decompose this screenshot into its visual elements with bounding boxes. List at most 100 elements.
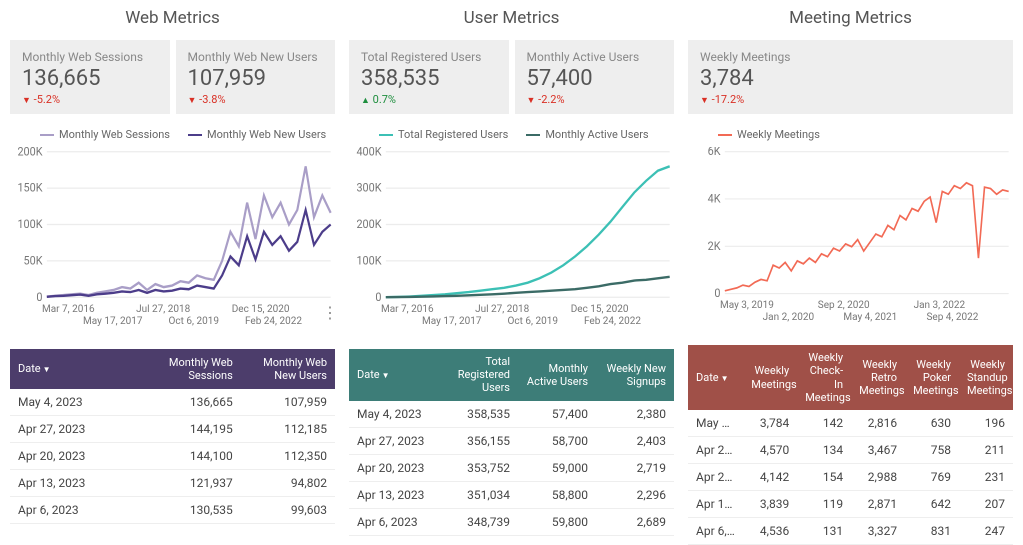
table-header[interactable]: Date▼	[349, 349, 440, 401]
table-cell: 3,327	[851, 518, 905, 545]
sort-desc-icon: ▼	[721, 374, 729, 383]
svg-text:0: 0	[714, 287, 720, 299]
table-cell: 99,603	[241, 497, 335, 524]
table-cell: 2,296	[596, 481, 674, 508]
table-cell: 3,467	[851, 437, 905, 464]
table-cell: Apr 20, 2023	[10, 443, 147, 470]
table-row[interactable]: Apr 27, 2023144,195112,185	[10, 416, 335, 443]
table-cell: 131	[797, 518, 851, 545]
card-delta: ▼ -2.2%	[527, 93, 663, 106]
dashboard: Web MetricsMonthly Web Sessions136,665▼ …	[0, 0, 1023, 545]
table-cell: 4,570	[743, 437, 797, 464]
legend-item: Monthly Web New Users	[188, 128, 326, 141]
table-cell: 348,739	[440, 508, 518, 535]
card-value: 107,959	[188, 66, 324, 91]
card-value: 358,535	[361, 66, 497, 91]
table-row[interactable]: Apr 6, 2…4,5361313,327831247	[688, 518, 1013, 545]
table-cell: 630	[905, 410, 959, 437]
card-value: 57,400	[527, 66, 663, 91]
table-header[interactable]: Weekly Meetings	[743, 345, 797, 410]
table-row[interactable]: Apr 20, 2023353,75259,0002,719	[349, 454, 674, 481]
table-row[interactable]: Apr 13, 2023351,03458,8002,296	[349, 481, 674, 508]
table-row[interactable]: May 4, 2023136,665107,959	[10, 389, 335, 416]
table-cell: Apr 13, 2023	[10, 470, 147, 497]
table-cell: Apr 20, …	[688, 464, 743, 491]
table-header[interactable]: Total Registered Users	[440, 349, 518, 401]
table-cell: 2,816	[851, 410, 905, 437]
x-axis-top: May 3, 2019Sep 2, 2020Jan 3, 2022	[688, 300, 1013, 311]
table-cell: 758	[905, 437, 959, 464]
delta-arrow-icon: ▼	[188, 96, 197, 106]
x-axis-bottom: May 17, 2017Oct 6, 2019Feb 24, 2022	[349, 316, 674, 327]
table-cell: 107,959	[241, 389, 335, 416]
user-legend: Total Registered UsersMonthly Active Use…	[349, 128, 674, 141]
legend-label: Monthly Web New Users	[207, 128, 326, 141]
web-card-0[interactable]: Monthly Web Sessions136,665▼ -5.2%	[10, 40, 170, 114]
table-row[interactable]: Apr 13, 2023121,93794,802	[10, 470, 335, 497]
table-header[interactable]: Date▼	[688, 345, 743, 410]
table-row[interactable]: Apr 6, 2023130,53599,603	[10, 497, 335, 524]
meet-table: Date▼Weekly MeetingsWeekly Check-In Meet…	[688, 345, 1013, 545]
card-label: Weekly Meetings	[700, 50, 1001, 64]
table-cell: 3,784	[743, 410, 797, 437]
table-cell: 2,719	[596, 454, 674, 481]
table-cell: 112,350	[241, 443, 335, 470]
meet-card-0[interactable]: Weekly Meetings3,784▼ -17.2%	[688, 40, 1013, 114]
table-cell: 59,800	[518, 508, 596, 535]
legend-label: Total Registered Users	[398, 128, 508, 141]
svg-text:2K: 2K	[708, 239, 722, 252]
sort-desc-icon: ▼	[43, 365, 51, 374]
meet-chart[interactable]: 02K4K6K	[688, 147, 1013, 298]
legend-swatch-icon	[718, 134, 732, 136]
legend-swatch-icon	[40, 134, 54, 136]
table-header[interactable]: Weekly Poker Meetings	[905, 345, 959, 410]
table-cell: 142	[797, 410, 851, 437]
table-row[interactable]: Apr 20, …4,1421542,988769231	[688, 464, 1013, 491]
table-row[interactable]: Apr 20, 2023144,100112,350	[10, 443, 335, 470]
table-cell: 356,155	[440, 427, 518, 454]
table-header[interactable]: Date▼	[10, 349, 147, 389]
table-row[interactable]: Apr 6, 2023348,73959,8002,689	[349, 508, 674, 535]
svg-text:150K: 150K	[17, 180, 43, 195]
user-chart[interactable]: 0100K200K300K400K	[349, 147, 674, 302]
table-row[interactable]: Apr 27, …4,5701343,467758211	[688, 437, 1013, 464]
user-card-1[interactable]: Monthly Active Users57,400▼ -2.2%	[515, 40, 675, 114]
user-column: User MetricsTotal Registered Users358,53…	[349, 8, 674, 545]
chart-menu-icon[interactable]: ⋮	[322, 303, 337, 322]
card-value: 136,665	[22, 66, 158, 91]
table-header[interactable]: Weekly Check-In Meetings	[797, 345, 851, 410]
table-header[interactable]: Weekly Standup Meetings	[959, 345, 1013, 410]
table-cell: 144,195	[147, 416, 241, 443]
web-chart[interactable]: 050K100K150K200K⋮	[10, 147, 335, 302]
sort-desc-icon: ▼	[382, 371, 390, 380]
user-card-0[interactable]: Total Registered Users358,535▲ 0.7%	[349, 40, 509, 114]
svg-text:0: 0	[36, 289, 42, 302]
web-table: Date▼Monthly Web SessionsMonthly Web New…	[10, 349, 335, 524]
legend-item: Monthly Web Sessions	[40, 128, 170, 141]
table-row[interactable]: Apr 13, …3,8391192,871642207	[688, 491, 1013, 518]
table-cell: Apr 13, …	[688, 491, 743, 518]
table-cell: Apr 27, 2023	[10, 416, 147, 443]
table-header[interactable]: Monthly Active Users	[518, 349, 596, 401]
table-cell: 144,100	[147, 443, 241, 470]
x-axis-bottom: May 17, 2017Oct 6, 2019Feb 24, 2022	[10, 316, 335, 327]
card-label: Monthly Web Sessions	[22, 50, 158, 64]
meet-title: Meeting Metrics	[688, 8, 1013, 28]
table-header[interactable]: Weekly Retro Meetings	[851, 345, 905, 410]
table-row[interactable]: May 4, …3,7841422,816630196	[688, 410, 1013, 437]
card-delta: ▼ -17.2%	[700, 93, 1001, 106]
table-header[interactable]: Monthly Web Sessions	[147, 349, 241, 389]
table-cell: Apr 20, 2023	[349, 454, 440, 481]
table-cell: 154	[797, 464, 851, 491]
table-cell: 121,937	[147, 470, 241, 497]
web-card-1[interactable]: Monthly Web New Users107,959▼ -3.8%	[176, 40, 336, 114]
table-cell: 358,535	[440, 401, 518, 428]
table-row[interactable]: May 4, 2023358,53557,4002,380	[349, 401, 674, 428]
table-cell: 130,535	[147, 497, 241, 524]
svg-text:0: 0	[375, 289, 381, 302]
table-header[interactable]: Weekly New Signups	[596, 349, 674, 401]
table-row[interactable]: Apr 27, 2023356,15558,7002,403	[349, 427, 674, 454]
table-header[interactable]: Monthly Web New Users	[241, 349, 335, 389]
x-axis-top: Mar 7, 2016Jul 27, 2018Dec 15, 2020	[349, 304, 674, 315]
legend-item: Weekly Meetings	[718, 128, 820, 141]
